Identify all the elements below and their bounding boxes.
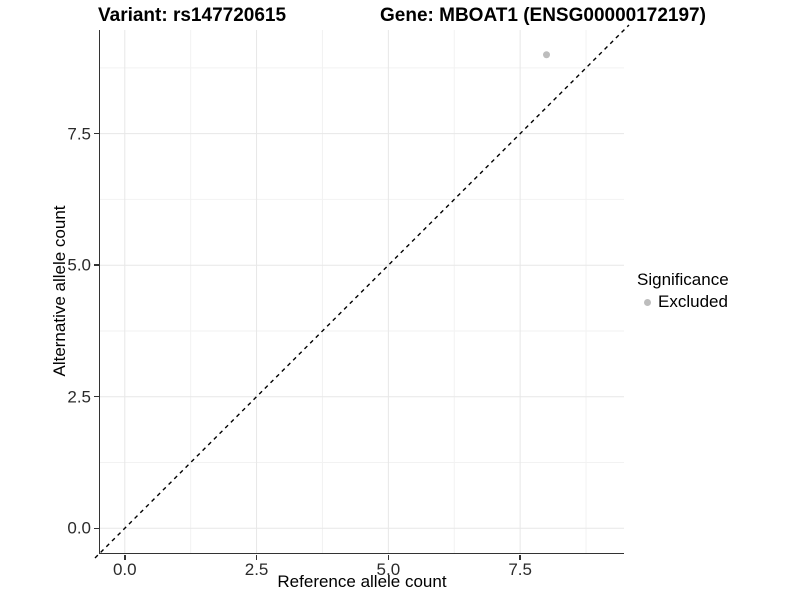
plot-title-gene: Gene: MBOAT1 (ENSG00000172197) xyxy=(380,5,706,26)
legend: Significance Excluded xyxy=(637,270,729,312)
legend-entry-label: Excluded xyxy=(658,292,728,311)
plot-panel xyxy=(94,24,630,559)
y-tick-label: 2.5 xyxy=(67,387,91,407)
x-axis-title: Reference allele count xyxy=(277,572,447,591)
y-tick-label: 7.5 xyxy=(67,124,91,144)
data-point xyxy=(543,51,551,59)
legend-point-icon xyxy=(644,298,651,306)
legend-entry-excluded: Excluded xyxy=(637,292,729,312)
x-tick-mark xyxy=(255,555,258,560)
plot-title-variant: Variant: rs147720615 xyxy=(98,5,287,26)
identity-line xyxy=(94,24,630,559)
y-axis-title: Alternative allele count xyxy=(50,205,69,377)
legend-title: Significance xyxy=(637,270,729,289)
scatter-plot-canvas xyxy=(94,24,630,559)
x-tick-mark xyxy=(387,555,390,560)
y-tick-label: 5.0 xyxy=(67,255,91,275)
x-tick-mark xyxy=(124,555,126,560)
x-tick-mark xyxy=(519,555,521,560)
y-tick-label: 0.0 xyxy=(67,518,91,538)
